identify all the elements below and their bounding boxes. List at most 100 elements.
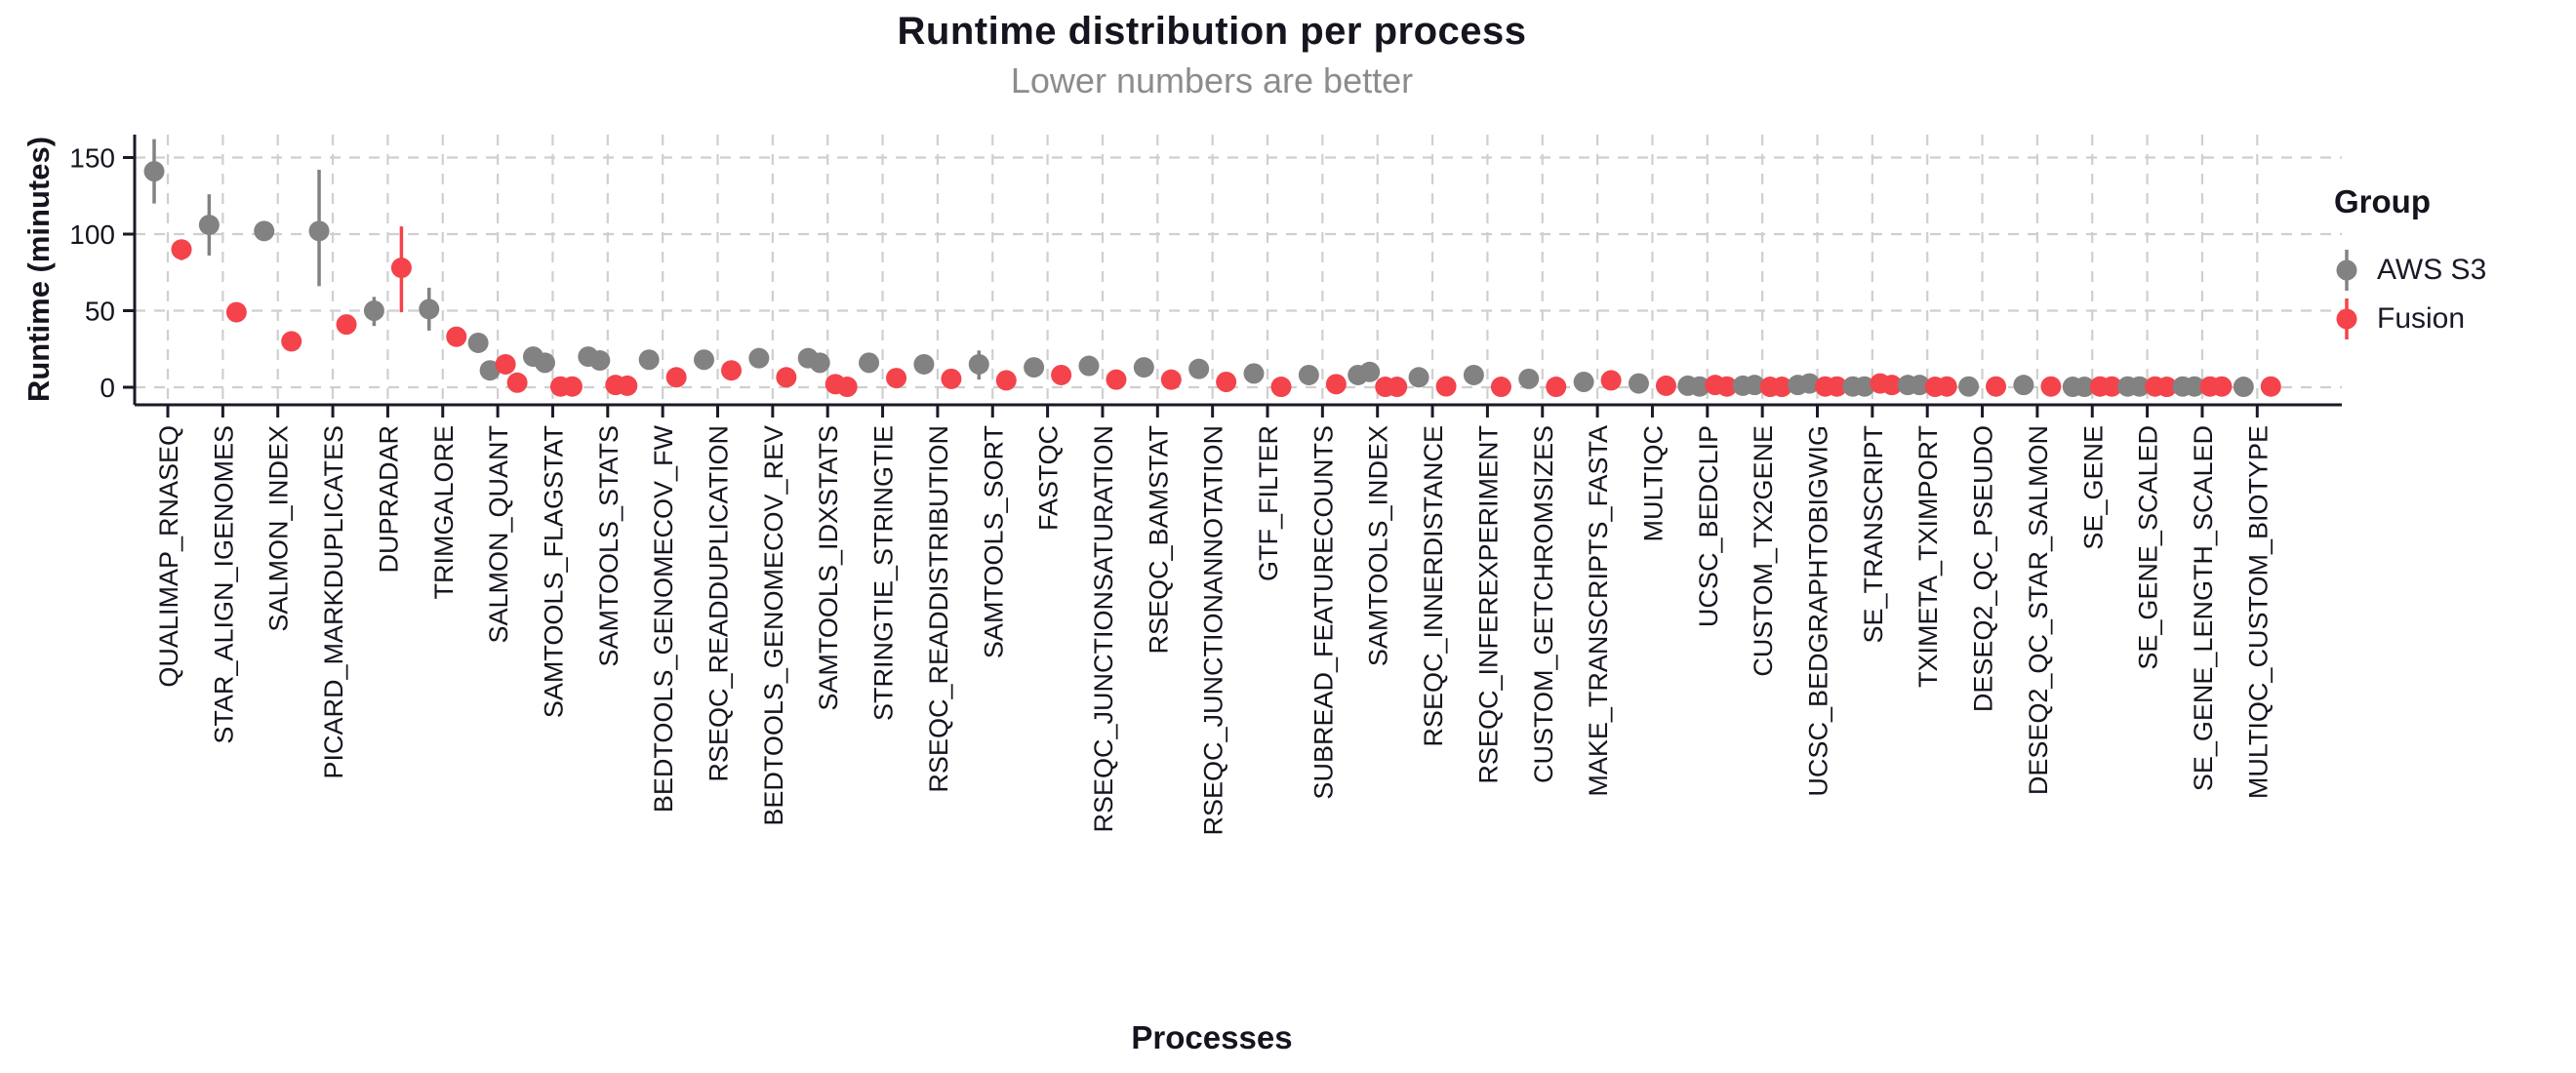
aws-s3-point <box>809 352 830 374</box>
aws-s3-point <box>638 349 660 371</box>
x-tick-label: SE_TRANSCRIPT <box>1859 425 1888 644</box>
fusion-point <box>1325 374 1347 395</box>
aws-s3-point <box>1298 364 1319 385</box>
fusion-point <box>886 368 907 389</box>
fusion-point <box>446 326 467 347</box>
fusion-point <box>1881 375 1903 396</box>
aws-s3-point <box>479 360 501 381</box>
aws-s3-point <box>694 349 714 371</box>
fusion-point <box>1387 377 1408 398</box>
x-tick-label: DESEQ2_QC_PSEUDO <box>1969 425 1998 712</box>
fusion-point <box>1051 364 1072 385</box>
aws-s3-point <box>1024 357 1045 378</box>
y-tick-label: 0 <box>100 373 115 403</box>
x-tick-label: DUPRADAR <box>374 425 403 574</box>
x-tick-label: MULTIQC <box>1638 425 1668 542</box>
fusion-point <box>336 314 357 336</box>
aws-s3-point <box>143 161 165 182</box>
x-tick-label: SALMON_QUANT <box>484 425 513 644</box>
x-tick-label: SAMTOOLS_FLAGSTAT <box>539 425 568 718</box>
aws-s3-point <box>2073 377 2095 398</box>
x-tick-label: RSEQC_INNERDISTANCE <box>1419 425 1448 747</box>
fusion-point <box>495 353 516 375</box>
x-tick-label: SE_GENE <box>2078 425 2108 550</box>
fusion-point <box>1106 369 1127 390</box>
fusion-point <box>506 372 528 393</box>
aws-s3-point <box>1628 373 1649 394</box>
pointrange-icon <box>2336 298 2357 339</box>
fusion-point <box>721 360 742 381</box>
y-axis-title: Runtime (minutes) <box>21 136 56 403</box>
aws-s3-point <box>1133 357 1154 378</box>
x-tick-label: STRINGTIE_STRINGTIE <box>869 425 899 721</box>
x-tick-label: TXIMETA_TXIMPORT <box>1913 425 1943 688</box>
x-tick-label: RSEQC_JUNCTIONSATURATION <box>1089 425 1118 833</box>
aws-s3-point <box>1359 361 1381 382</box>
aws-s3-point <box>2233 377 2254 398</box>
aws-s3-point <box>913 353 935 375</box>
x-tick-label: UCSC_BEDGRAPHTOBIGWIG <box>1804 425 1833 797</box>
aws-s3-point <box>1518 368 1540 389</box>
fusion-point <box>1160 369 1182 390</box>
aws-s3-point <box>859 352 880 374</box>
y-tick-label: 50 <box>85 297 115 327</box>
fusion-point <box>1600 370 1622 391</box>
x-tick-label: CUSTOM_TX2GENE <box>1749 425 1778 677</box>
fusion-point <box>1936 376 1957 397</box>
x-tick-label: SUBREAD_FEATURECOUNTS <box>1308 425 1338 800</box>
x-tick-label: MAKE_TRANSCRIPTS_FASTA <box>1584 425 1613 797</box>
x-tick-label: CUSTOM_GETCHROMSIZES <box>1529 425 1558 783</box>
fusion-point <box>1771 377 1792 398</box>
fusion-point <box>1435 376 1457 397</box>
aws-s3-point <box>467 332 489 353</box>
x-tick-label: SE_GENE_SCALED <box>2134 425 2163 670</box>
x-tick-label: SAMTOOLS_SORT <box>979 425 1008 658</box>
fusion-point <box>1490 377 1511 398</box>
x-tick-label: RSEQC_READDISTRIBUTION <box>924 425 953 793</box>
aws-s3-point <box>1689 376 1711 397</box>
aws-s3-point <box>1078 355 1100 377</box>
legend-label: Fusion <box>2377 302 2466 335</box>
aws-s3-point <box>1188 358 1210 379</box>
aws-s3-point <box>1799 373 1820 394</box>
fusion-point <box>776 367 797 388</box>
aws-s3-point <box>198 215 220 236</box>
aws-s3-point <box>748 347 770 369</box>
aws-s3-point <box>254 220 275 242</box>
aws-s3-point <box>1243 363 1265 384</box>
x-tick-label: QUALIMAP_RNASEQ <box>154 425 183 688</box>
legend-item-aws-s3: AWS S3 <box>2334 246 2568 295</box>
aws-s3-point <box>1909 375 1930 396</box>
aws-s3-point <box>2013 375 2034 396</box>
x-tick-label: RSEQC_BAMSTAT <box>1144 425 1173 655</box>
fusion-point <box>1716 376 1738 397</box>
fusion-point <box>1546 377 1567 398</box>
aws-s3-point <box>419 298 440 320</box>
x-tick-label: FASTQC <box>1034 425 1064 531</box>
x-tick-label: RSEQC_READDUPLICATION <box>704 425 734 782</box>
x-tick-label: TRIMGALORE <box>429 425 459 600</box>
fusion-point <box>1270 377 1292 398</box>
x-tick-label: BEDTOOLS_GENOMECOV_FW <box>649 424 678 813</box>
chart-subtitle: Lower numbers are better <box>1010 60 1414 100</box>
fusion-point <box>617 375 638 396</box>
x-tick-label: BEDTOOLS_GENOMECOV_REV <box>759 425 788 826</box>
fusion-point <box>1655 375 1676 396</box>
fusion-point <box>941 368 962 389</box>
x-tick-label: GTF_FILTER <box>1254 425 1283 581</box>
fusion-point <box>2211 376 2233 397</box>
aws-s3-point <box>1463 364 1484 385</box>
x-axis-title: Processes <box>1131 1019 1293 1055</box>
aws-s3-point <box>589 350 611 372</box>
fusion-point <box>836 377 858 398</box>
fusion-point <box>995 370 1017 391</box>
aws-s3-point <box>534 352 555 374</box>
fusion-point <box>2156 377 2178 398</box>
x-tick-label: DESEQ2_QC_STAR_SALMON <box>2024 425 2053 795</box>
x-tick-label: UCSC_BEDCLIP <box>1694 425 1723 627</box>
aws-s3-point <box>2184 376 2205 397</box>
fusion-point <box>1986 376 2007 397</box>
y-tick-label: 100 <box>69 219 115 250</box>
x-tick-label: SE_GENE_LENGTH_SCALED <box>2189 425 2218 791</box>
fusion-point <box>2040 376 2062 397</box>
